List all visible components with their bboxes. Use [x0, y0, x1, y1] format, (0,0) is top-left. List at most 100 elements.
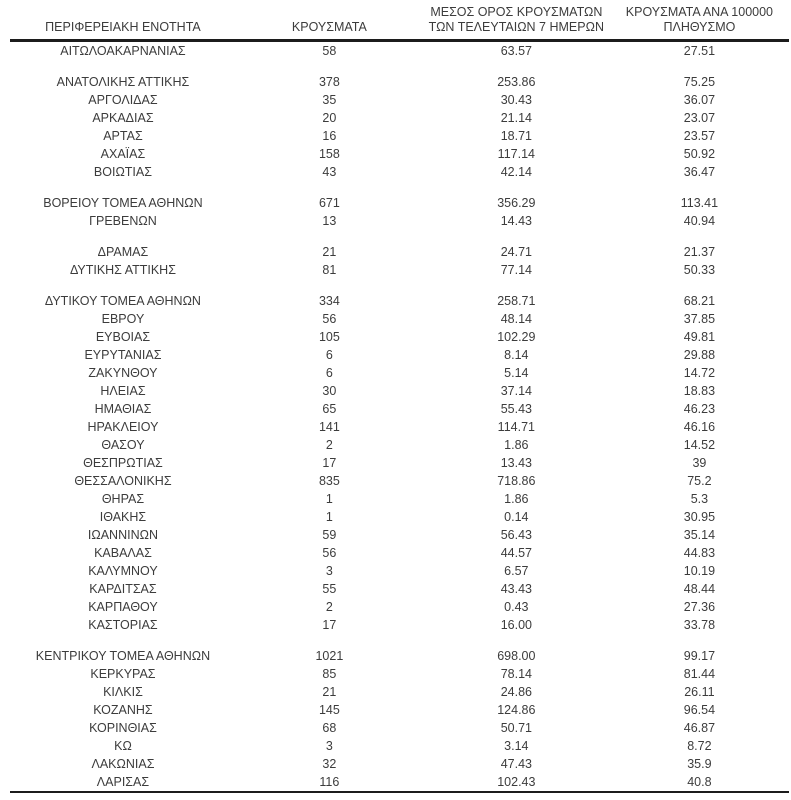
cases-value-cell: 671 — [318, 196, 340, 210]
cases-value-cell: 105 — [318, 330, 340, 344]
table-row: ΔΥΤΙΚΗΣ ΑΤΤΙΚΗΣ 81 77.14 50.33 — [10, 261, 789, 279]
col-header-cases: ΚΡΟΥΣΜΑΤΑ — [236, 5, 423, 41]
cases-value-cell: 43 — [322, 165, 337, 179]
cases-value-cell: 13 — [322, 214, 337, 228]
regional-cases-table: ΠΕΡΙΦΕΡΕΙΑΚΗ ΕΝΟΤΗΤΑ ΚΡΟΥΣΜΑΤΑ ΜΕΣΟΣ ΟΡΟ… — [10, 5, 789, 793]
avg7days-value-cell: 3.14 — [504, 739, 529, 753]
per100k-value-cell: 46.16 — [683, 420, 716, 434]
table-row: ΑΡΓΟΛΙΔΑΣ 35 30.43 36.07 — [10, 91, 789, 109]
table-row: ΑΧΑΪΑΣ 158 117.14 50.92 — [10, 145, 789, 163]
avg7days-value-cell: 0.43 — [504, 600, 529, 614]
col-header-per100k-line2: ΠΛΗΘΥΣΜΟ — [663, 20, 736, 34]
per100k-value-cell: 23.57 — [683, 129, 716, 143]
avg7days-value-cell: 718.86 — [497, 474, 536, 488]
table-body: ΑΙΤΩΛΟΑΚΑΡΝΑΝΙΑΣ 58 63.57 27.51 ΑΝΑΤΟΛΙΚΗΣ Α… — [10, 41, 789, 793]
cases-value-cell: 2 — [325, 600, 333, 614]
per100k-value-cell: 23.07 — [683, 111, 716, 125]
per100k-value-cell: 68.21 — [683, 294, 716, 308]
cases-value-cell: 334 — [318, 294, 340, 308]
col-header-avg7days: ΜΕΣΟΣ ΟΡΟΣ ΚΡΟΥΣΜΑΤΩΝ ΤΩΝ ΤΕΛΕΥΤΑΙΩΝ 7 Η… — [423, 5, 610, 41]
table-row: ΗΡΑΚΛΕΙΟΥ 141 114.71 46.16 — [10, 418, 789, 436]
table-row: ΚΑΒΑΛΑΣ 56 44.57 44.83 — [10, 544, 789, 562]
table-row: ΚΙΛΚΙΣ 21 24.86 26.11 — [10, 683, 789, 701]
region-name-cell: ΑΡΓΟΛΙΔΑΣ — [88, 93, 158, 107]
avg7days-value-cell: 8.14 — [504, 348, 529, 362]
per100k-value-cell: 10.19 — [683, 564, 716, 578]
table-row: ΗΛΕΙΑΣ 30 37.14 18.83 — [10, 382, 789, 400]
per100k-value-cell: 50.33 — [683, 263, 716, 277]
avg7days-value-cell: 16.00 — [500, 618, 532, 632]
avg7days-value-cell: 63.57 — [500, 44, 532, 58]
table-row: ΘΑΣΟΥ 2 1.86 14.52 — [10, 436, 789, 454]
avg7days-value-cell: 24.86 — [500, 685, 532, 699]
per100k-value-cell: 40.94 — [683, 214, 716, 228]
cases-value-cell: 65 — [322, 402, 337, 416]
section-spacer-row — [10, 181, 789, 194]
region-name-cell: ΑΙΤΩΛΟΑΚΑΡΝΑΝΙΑΣ — [60, 44, 186, 58]
region-name-cell: ΒΟΙΩΤΙΑΣ — [93, 165, 152, 179]
avg7days-value-cell: 124.86 — [497, 703, 536, 717]
table-row: ΘΕΣΣΑΛΟΝΙΚΗΣ 835 718.86 75.2 — [10, 472, 789, 490]
region-name-cell: ΑΧΑΪΑΣ — [100, 147, 146, 161]
region-name-cell: ΔΡΑΜΑΣ — [97, 245, 149, 259]
avg7days-value-cell: 77.14 — [500, 263, 532, 277]
table-row: ΕΥΒΟΙΑΣ 105 102.29 49.81 — [10, 328, 789, 346]
region-name-cell: ΘΕΣΠΡΩΤΙΑΣ — [83, 456, 163, 470]
avg7days-value-cell: 102.29 — [497, 330, 536, 344]
col-header-avg7days-line2: ΤΩΝ ΤΕΛΕΥΤΑΙΩΝ 7 ΗΜΕΡΩΝ — [428, 20, 604, 34]
table-row: ΑΙΤΩΛΟΑΚΑΡΝΑΝΙΑΣ 58 63.57 27.51 — [10, 41, 789, 61]
region-name-cell: ΚΩ — [114, 739, 132, 753]
region-name-cell: ΘΕΣΣΑΛΟΝΙΚΗΣ — [74, 474, 172, 488]
per100k-value-cell: 75.25 — [683, 75, 716, 89]
region-name-cell: ΛΑΡΙΣΑΣ — [96, 775, 150, 789]
cases-value-cell: 30 — [322, 384, 337, 398]
avg7days-value-cell: 55.43 — [500, 402, 532, 416]
avg7days-value-cell: 43.43 — [500, 582, 532, 596]
section-spacer-row — [10, 230, 789, 243]
avg7days-value-cell: 13.43 — [500, 456, 532, 470]
per100k-value-cell: 18.83 — [683, 384, 716, 398]
per100k-value-cell: 5.3 — [690, 492, 709, 506]
region-name-cell: ΑΝΑΤΟΛΙΚΗΣ ΑΤΤΙΚΗΣ — [56, 75, 190, 89]
region-name-cell: ΑΡΚΑΔΙΑΣ — [92, 111, 154, 125]
region-name-cell: ΗΜΑΘΙΑΣ — [94, 402, 152, 416]
per100k-value-cell: 35.9 — [687, 757, 712, 771]
per100k-value-cell: 36.07 — [683, 93, 716, 107]
section-spacer-row — [10, 60, 789, 73]
table-row: ΚΑΛΥΜΝΟΥ 3 6.57 10.19 — [10, 562, 789, 580]
table-row: ΙΘΑΚΗΣ 1 0.14 30.95 — [10, 508, 789, 526]
avg7days-value-cell: 37.14 — [500, 384, 532, 398]
per100k-value-cell: 14.52 — [683, 438, 716, 452]
table-row: ΔΡΑΜΑΣ 21 24.71 21.37 — [10, 243, 789, 261]
region-name-cell: ΙΩΑΝΝΙΝΩΝ — [87, 528, 158, 542]
cases-value-cell: 35 — [322, 93, 337, 107]
per100k-value-cell: 26.11 — [684, 685, 715, 699]
per100k-value-cell: 50.92 — [683, 147, 716, 161]
cases-value-cell: 378 — [318, 75, 340, 89]
avg7days-value-cell: 258.71 — [497, 294, 536, 308]
cases-value-cell: 85 — [322, 667, 337, 681]
per100k-value-cell: 44.83 — [683, 546, 716, 560]
per100k-value-cell: 48.44 — [683, 582, 716, 596]
cases-value-cell: 6 — [325, 348, 333, 362]
table-row: ΘΕΣΠΡΩΤΙΑΣ 17 13.43 39 — [10, 454, 789, 472]
region-name-cell: ΗΛΕΙΑΣ — [100, 384, 146, 398]
region-name-cell: ΘΗΡΑΣ — [101, 492, 145, 506]
avg7days-value-cell: 47.43 — [500, 757, 532, 771]
cases-value-cell: 1 — [325, 492, 333, 506]
cases-value-cell: 56 — [322, 546, 337, 560]
avg7days-value-cell: 5.14 — [504, 366, 529, 380]
per100k-value-cell: 27.51 — [683, 44, 716, 58]
per100k-value-cell: 46.87 — [683, 721, 716, 735]
avg7days-value-cell: 48.14 — [500, 312, 532, 326]
per100k-value-cell: 81.44 — [683, 667, 716, 681]
table-row: ΓΡΕΒΕΝΩΝ 13 14.43 40.94 — [10, 212, 789, 230]
cases-value-cell: 116 — [319, 775, 340, 789]
table-row: ΔΥΤΙΚΟΥ ΤΟΜΕΑ ΑΘΗΝΩΝ 334 258.71 68.21 — [10, 292, 789, 310]
avg7days-value-cell: 14.43 — [500, 214, 532, 228]
col-header-region-label: ΠΕΡΙΦΕΡΕΙΑΚΗ ΕΝΟΤΗΤΑ — [45, 20, 201, 34]
spacer-cell — [10, 181, 789, 194]
cases-value-cell: 20 — [322, 111, 337, 125]
per100k-value-cell: 46.23 — [683, 402, 716, 416]
cases-value-cell: 3 — [325, 739, 333, 753]
